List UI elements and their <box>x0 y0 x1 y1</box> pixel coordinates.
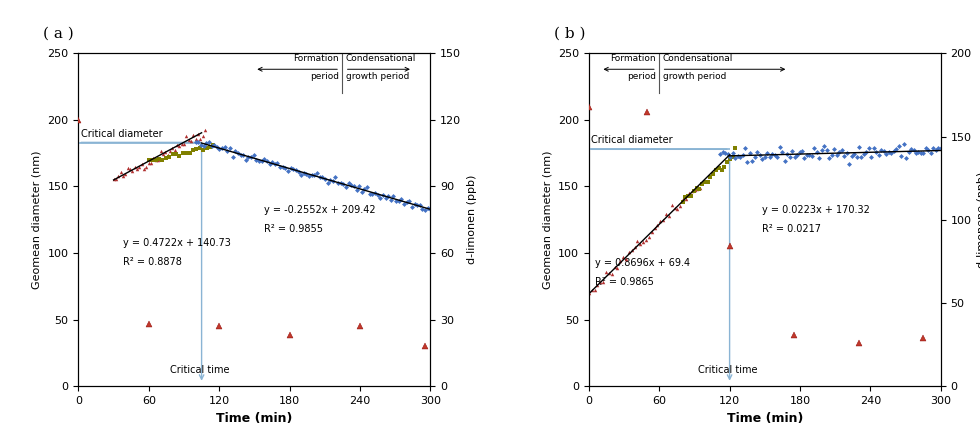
Text: ( b ): ( b ) <box>554 27 585 41</box>
Text: Condensational: Condensational <box>662 54 733 63</box>
Text: Critical time: Critical time <box>698 365 757 375</box>
Text: Critical time: Critical time <box>170 365 229 375</box>
Text: Critical diameter: Critical diameter <box>80 128 163 139</box>
Y-axis label: d-limonen (ppb): d-limonen (ppb) <box>466 175 477 265</box>
Text: R² = 0.9855: R² = 0.9855 <box>264 224 322 234</box>
Text: Formation: Formation <box>293 54 339 63</box>
Text: y = 0.0223x + 170.32: y = 0.0223x + 170.32 <box>762 205 870 215</box>
Text: y = 0.4722x + 140.73: y = 0.4722x + 140.73 <box>122 238 231 249</box>
Text: Formation: Formation <box>611 54 656 63</box>
Text: R² = 0.0217: R² = 0.0217 <box>762 224 821 234</box>
Text: Condensational: Condensational <box>346 54 416 63</box>
Y-axis label: Geomean diameter (nm): Geomean diameter (nm) <box>542 151 553 289</box>
X-axis label: Time (min): Time (min) <box>217 412 293 424</box>
Text: y = -0.2552x + 209.42: y = -0.2552x + 209.42 <box>264 205 375 215</box>
Text: Critical diameter: Critical diameter <box>591 135 673 145</box>
X-axis label: Time (min): Time (min) <box>726 412 803 424</box>
Text: period: period <box>626 72 656 81</box>
Text: growth period: growth period <box>662 72 726 81</box>
Text: y = 0.8696x + 69.4: y = 0.8696x + 69.4 <box>595 258 690 269</box>
Text: ( a ): ( a ) <box>43 27 74 41</box>
Y-axis label: d-limonene (ppb): d-limonene (ppb) <box>977 172 980 268</box>
Text: R² = 0.9865: R² = 0.9865 <box>595 277 654 287</box>
Text: period: period <box>310 72 339 81</box>
Y-axis label: Geomean diameter (nm): Geomean diameter (nm) <box>32 151 42 289</box>
Text: growth period: growth period <box>346 72 410 81</box>
Text: R² = 0.8878: R² = 0.8878 <box>122 257 182 267</box>
